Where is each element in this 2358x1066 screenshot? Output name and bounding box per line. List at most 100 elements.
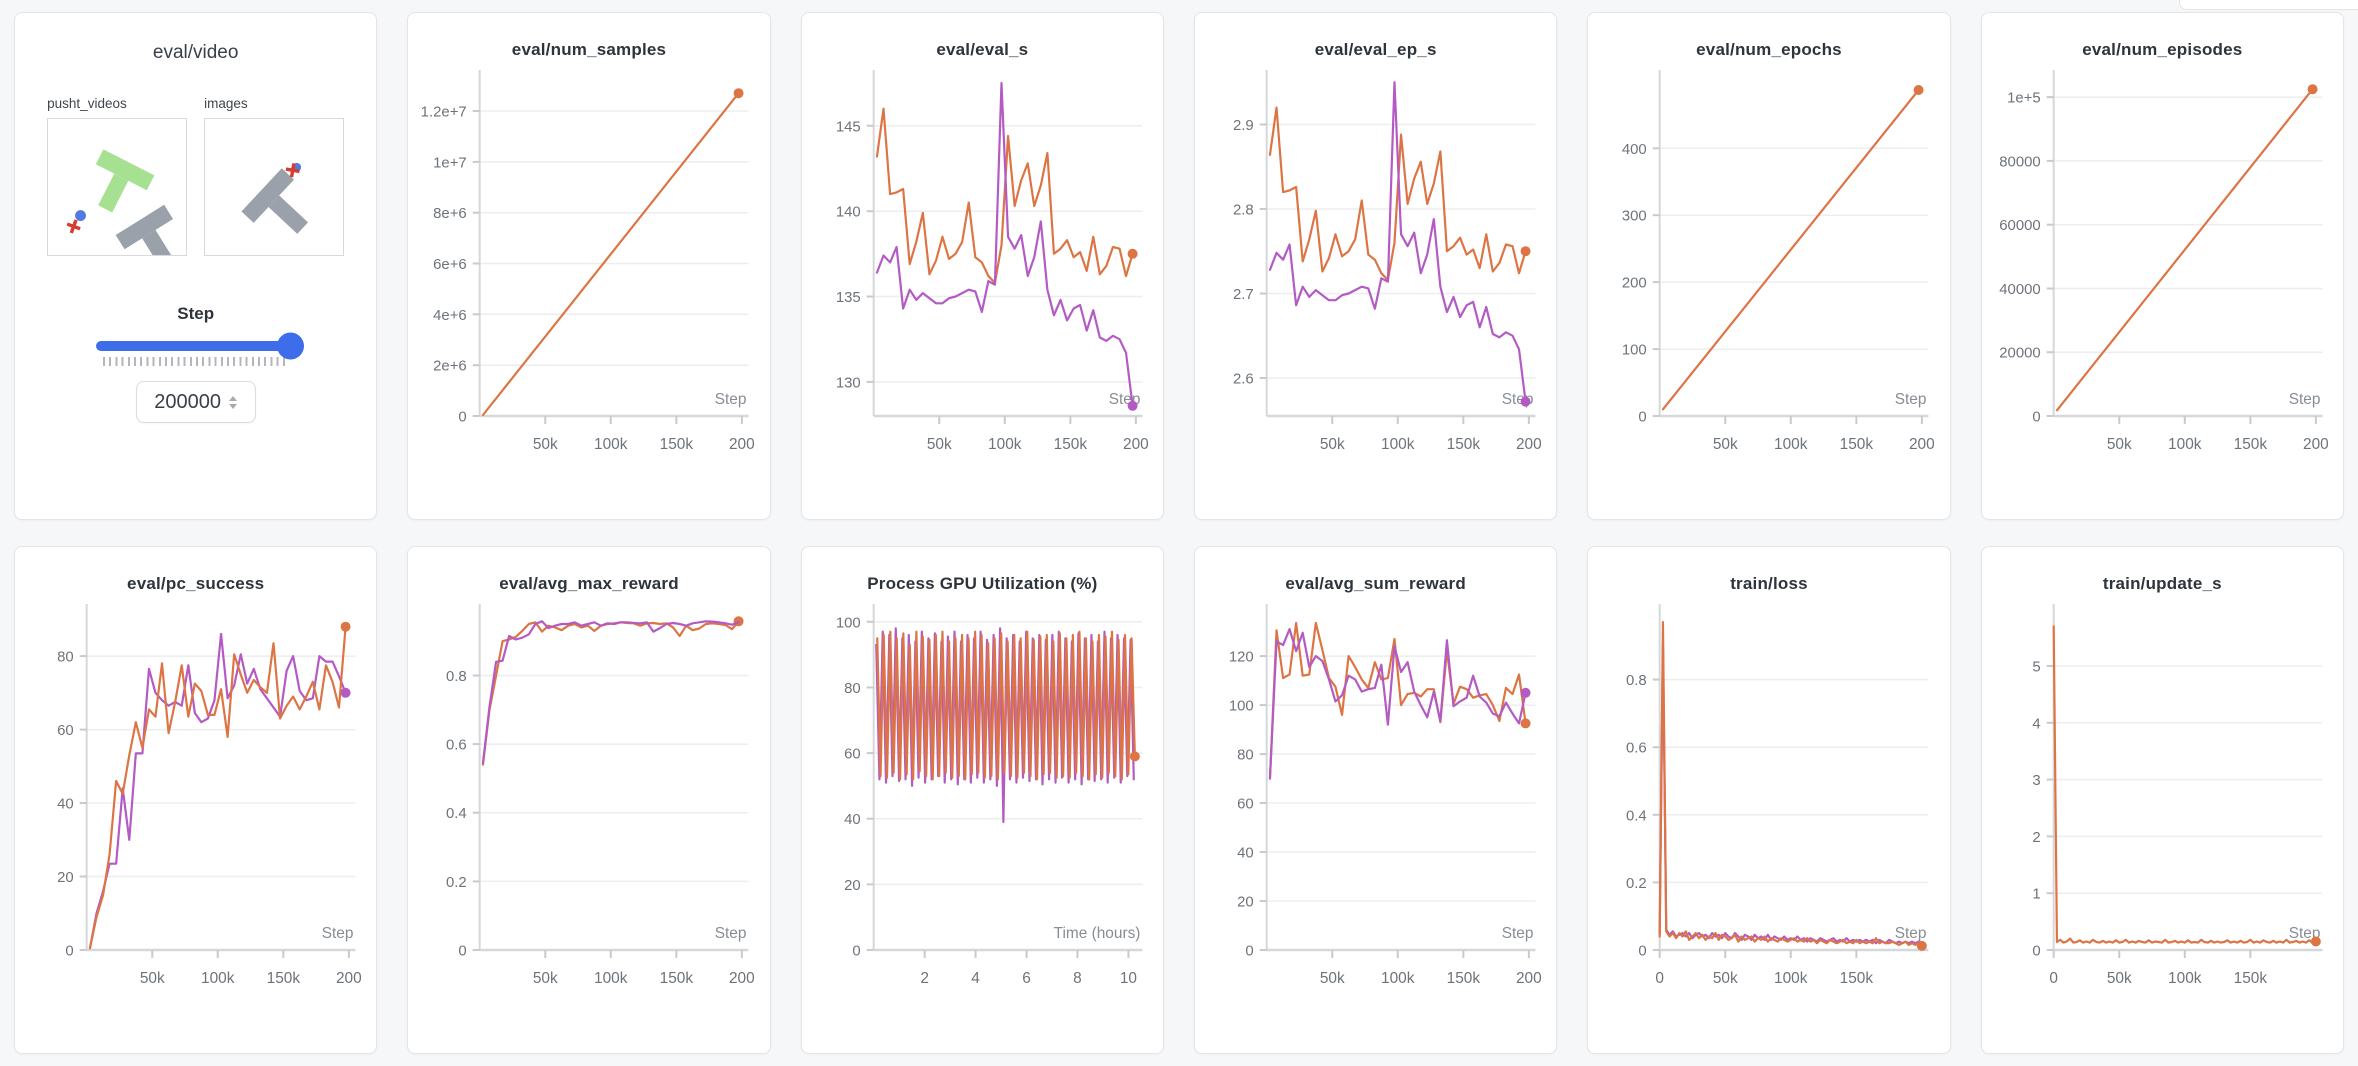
- media-item-images: images: [204, 96, 345, 256]
- svg-text:Step: Step: [2288, 391, 2320, 408]
- svg-text:50k: 50k: [1320, 436, 1345, 453]
- panel-eval-num-samples[interactable]: eval/num_samples 0 2e+6 4e+6 6e+6 8e+6 1e+7 1.2…: [407, 12, 771, 520]
- panel-train-loss[interactable]: train/loss 0 0.2 0.4 0.6 0.8 0 50k 100k 150k Step: [1587, 546, 1951, 1054]
- svg-text:200: 200: [1516, 970, 1542, 987]
- svg-text:0.2: 0.2: [1626, 875, 1647, 892]
- svg-text:145: 145: [835, 118, 860, 135]
- svg-text:20: 20: [844, 877, 861, 894]
- chart-title: eval/avg_sum_reward: [1285, 574, 1466, 593]
- svg-text:0.8: 0.8: [1626, 672, 1647, 689]
- step-value-input[interactable]: 200000: [135, 381, 256, 423]
- svg-text:0: 0: [2032, 408, 2040, 425]
- svg-text:150k: 150k: [660, 436, 694, 453]
- svg-text:40: 40: [57, 795, 74, 812]
- svg-text:200: 200: [1123, 436, 1149, 453]
- svg-text:100: 100: [1229, 698, 1254, 715]
- svg-text:200: 200: [1622, 275, 1647, 292]
- svg-text:150k: 150k: [1053, 436, 1087, 453]
- panel-eval-eval-ep-s[interactable]: eval/eval_ep_s 2.6 2.7 2.8 2.9 50k 100k 150k 200…: [1194, 12, 1558, 520]
- svg-text:50k: 50k: [533, 436, 558, 453]
- svg-text:40: 40: [1237, 844, 1254, 861]
- svg-text:5: 5: [2032, 658, 2040, 675]
- svg-text:Step: Step: [322, 925, 354, 942]
- panel-train-update-s[interactable]: train/update_s 0 1 2 3 4 5 0 50k 100k 150k Step: [1980, 546, 2344, 1054]
- panel-eval-avg-sum-reward[interactable]: eval/avg_sum_reward 0 20 40 60 80 100 120 50k 100…: [1194, 546, 1558, 1054]
- svg-text:20000: 20000: [1999, 345, 2040, 362]
- pusht-scene-icon: [66, 149, 175, 269]
- svg-text:Step: Step: [1895, 925, 1927, 942]
- svg-text:0.6: 0.6: [446, 737, 467, 754]
- svg-text:80: 80: [57, 649, 74, 666]
- svg-text:50k: 50k: [2106, 436, 2131, 453]
- svg-text:100: 100: [1622, 342, 1647, 359]
- panel-eval-num-epochs[interactable]: eval/num_epochs 0 100 200 300 400 50k 100k 150k 2…: [1587, 12, 1951, 520]
- svg-text:100k: 100k: [594, 970, 628, 987]
- svg-text:40: 40: [844, 811, 861, 828]
- svg-text:150k: 150k: [267, 970, 301, 987]
- svg-text:60: 60: [57, 722, 74, 739]
- chart-title: eval/pc_success: [127, 574, 265, 593]
- svg-text:Time (hours): Time (hours): [1053, 925, 1140, 942]
- step-control: Step 200000: [15, 304, 376, 423]
- svg-text:100k: 100k: [594, 436, 628, 453]
- svg-text:20: 20: [57, 869, 74, 886]
- chevron-down-icon[interactable]: [229, 403, 238, 409]
- svg-text:50k: 50k: [1713, 970, 1738, 987]
- svg-text:400: 400: [1622, 141, 1647, 158]
- chart-canvas-eval-avg-sum-reward: 0 20 40 60 80 100 120 50k 100k 150k 200 Step: [1229, 604, 1542, 987]
- svg-text:100k: 100k: [2168, 970, 2202, 987]
- svg-text:0: 0: [852, 942, 860, 959]
- chart-canvas-process-gpu-utilization: 0 20 40 60 80 100 2 4 6 8 10 Time (hours): [835, 604, 1143, 987]
- svg-text:0.8: 0.8: [446, 668, 467, 685]
- media-item-pusht-videos: pusht_videos: [47, 96, 188, 269]
- chart-title: eval/eval_ep_s: [1314, 40, 1437, 59]
- chevron-up-icon[interactable]: [229, 395, 238, 401]
- svg-text:130: 130: [835, 374, 860, 391]
- svg-text:0: 0: [65, 942, 73, 959]
- svg-text:0.4: 0.4: [446, 805, 467, 822]
- svg-text:100k: 100k: [988, 436, 1022, 453]
- step-slider-thumb[interactable]: [276, 332, 304, 360]
- svg-text:0: 0: [1656, 970, 1665, 987]
- chart-title: train/loss: [1730, 574, 1808, 593]
- panel-process-gpu-utilization[interactable]: Process GPU Utilization (%) 0 20 40 60 80 100 2…: [800, 546, 1164, 1054]
- chart-title: Process GPU Utilization (%): [867, 574, 1098, 593]
- svg-text:0: 0: [1639, 408, 1647, 425]
- pusht-video-thumbnail[interactable]: [47, 118, 188, 269]
- svg-text:150k: 150k: [1840, 970, 1874, 987]
- svg-text:150k: 150k: [1447, 970, 1481, 987]
- chart-title: train/update_s: [2102, 574, 2222, 593]
- stepper-icon[interactable]: [229, 395, 238, 409]
- svg-text:0.6: 0.6: [1626, 740, 1647, 757]
- panel-eval-eval-s[interactable]: eval/eval_s 130 135 140 145 50k 100k 150k 200 Ste…: [800, 12, 1164, 520]
- panel-eval-pc-success[interactable]: eval/pc_success 0 20 40 60 80 50k 100k 150k 200 St…: [14, 546, 378, 1054]
- svg-text:4e+6: 4e+6: [433, 307, 467, 324]
- svg-text:100k: 100k: [1774, 436, 1808, 453]
- svg-text:2.7: 2.7: [1233, 286, 1254, 303]
- svg-text:0: 0: [459, 942, 467, 959]
- svg-text:1e+5: 1e+5: [2007, 90, 2041, 107]
- svg-text:140: 140: [835, 204, 860, 221]
- svg-text:2: 2: [920, 970, 929, 987]
- panel-eval-num-episodes[interactable]: eval/num_episodes 0 20000 40000 60000 80000 1e…: [1980, 12, 2344, 520]
- svg-text:50k: 50k: [140, 970, 165, 987]
- svg-text:Step: Step: [2288, 925, 2320, 942]
- chart-title: eval/num_epochs: [1696, 40, 1842, 59]
- step-slider[interactable]: [95, 332, 304, 360]
- chart-title: eval/num_episodes: [2082, 40, 2243, 59]
- svg-text:300: 300: [1622, 208, 1647, 225]
- svg-text:50k: 50k: [2106, 970, 2131, 987]
- pusht-image-thumbnail[interactable]: [204, 118, 345, 256]
- chart-title: eval/num_samples: [511, 40, 667, 59]
- panel-title: eval/video: [152, 42, 239, 63]
- svg-text:60: 60: [844, 746, 861, 763]
- svg-text:60: 60: [1237, 795, 1254, 812]
- media-label: images: [204, 96, 248, 111]
- svg-text:200: 200: [2303, 436, 2329, 453]
- svg-text:135: 135: [835, 289, 860, 306]
- svg-text:200: 200: [729, 970, 755, 987]
- panel-eval-avg-max-reward[interactable]: eval/avg_max_reward 0 0.2 0.4 0.6 0.8 50k 100k 1…: [407, 546, 771, 1054]
- panel-eval-video[interactable]: eval/video pusht_videos: [14, 12, 378, 520]
